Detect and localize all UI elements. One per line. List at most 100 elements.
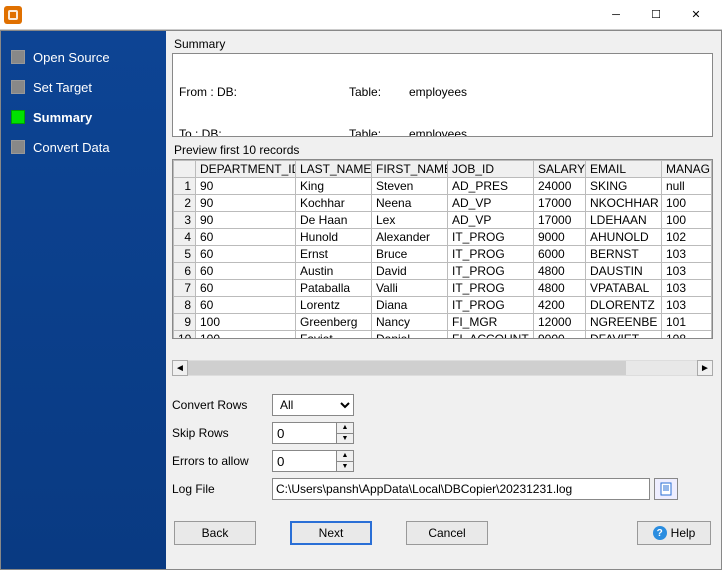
cell: BERNST [586,246,662,263]
step-label: Set Target [33,80,92,95]
cell: 100 [196,314,296,331]
content-pane: Summary From : DB: Table: employees To :… [166,31,721,569]
cell: David [372,263,448,280]
skip-rows-stepper[interactable]: ▲▼ [272,422,354,444]
cell: 100 [662,212,712,229]
table-row[interactable]: 190KingStevenAD_PRES24000SKINGnull [174,178,712,195]
cell: 101 [662,314,712,331]
cell: AD_VP [448,195,534,212]
column-header[interactable]: SALARY [534,161,586,178]
cell: VPATABAL [586,280,662,297]
log-file-input[interactable] [272,478,650,500]
row-number: 7 [174,280,196,297]
horizontal-scrollbar[interactable]: ◄ ► [172,359,713,377]
cell: 9000 [534,331,586,340]
back-button[interactable]: Back [174,521,256,545]
cell: NKOCHHAR [586,195,662,212]
app-icon [4,6,22,24]
table-row[interactable]: 760PataballaValliIT_PROG4800VPATABAL103 [174,280,712,297]
title-bar: ─ ☐ ✕ [0,0,722,30]
spin-down-icon[interactable]: ▼ [336,433,354,445]
cell: AD_PRES [448,178,534,195]
step-box-icon [11,110,25,124]
cell: 60 [196,246,296,263]
column-header[interactable]: JOB_ID [448,161,534,178]
scroll-right-icon[interactable]: ► [697,360,713,376]
main-area: Open Source Set Target SummaryConvert Data… [0,30,722,570]
spin-down-icon[interactable]: ▼ [336,461,354,473]
step-box-icon [11,50,25,64]
scroll-left-icon[interactable]: ◄ [172,360,188,376]
rownum-header [174,161,196,178]
column-header[interactable]: MANAG [662,161,712,178]
cell: null [662,178,712,195]
cell: LDEHAAN [586,212,662,229]
sidebar-step-1[interactable]: Set Target [11,73,166,101]
preview-table-wrap: DEPARTMENT_IDLAST_NAMEFIRST_NAMEJOB_IDSA… [172,159,713,339]
table-row[interactable]: 860LorentzDianaIT_PROG4200DLORENTZ103 [174,297,712,314]
maximize-button[interactable]: ☐ [636,2,676,28]
log-file-label: Log File [172,482,272,496]
row-number: 5 [174,246,196,263]
cell: Kochhar [296,195,372,212]
cell: Austin [296,263,372,280]
errors-stepper[interactable]: ▲▼ [272,450,354,472]
sidebar-step-0[interactable]: Open Source [11,43,166,71]
document-icon [659,482,673,496]
table-row[interactable]: 9100GreenbergNancyFI_MGR12000NGREENBE101 [174,314,712,331]
cell: IT_PROG [448,246,534,263]
cell: Pataballa [296,280,372,297]
summary-from-label: From : DB: [179,85,349,99]
sidebar-step-3[interactable]: Convert Data [11,133,166,161]
table-row[interactable]: 290KochharNeenaAD_VP17000NKOCHHAR100 [174,195,712,212]
cancel-button[interactable]: Cancel [406,521,488,545]
column-header[interactable]: EMAIL [586,161,662,178]
skip-rows-input[interactable] [272,422,336,444]
cell: 103 [662,280,712,297]
step-box-icon [11,140,25,154]
sidebar-step-2[interactable]: Summary [11,103,166,131]
table-row[interactable]: 560ErnstBruceIT_PROG6000BERNST103 [174,246,712,263]
cell: Lex [372,212,448,229]
summary-box: From : DB: Table: employees To : DB: Tab… [172,53,713,137]
errors-input[interactable] [272,450,336,472]
cell: DFAVIET [586,331,662,340]
next-button[interactable]: Next [290,521,372,545]
table-row[interactable]: 460HunoldAlexanderIT_PROG9000AHUNOLD102 [174,229,712,246]
cell: 102 [662,229,712,246]
cell: Steven [372,178,448,195]
spin-up-icon[interactable]: ▲ [336,450,354,461]
summary-table-word-1: Table: [349,85,409,99]
spin-up-icon[interactable]: ▲ [336,422,354,433]
preview-heading: Preview first 10 records [172,141,713,159]
help-icon: ? [653,526,667,540]
column-header[interactable]: LAST_NAME [296,161,372,178]
table-row[interactable]: 10100FavietDanielFI_ACCOUNT9000DFAVIET10… [174,331,712,340]
cell: 24000 [534,178,586,195]
scroll-track[interactable] [188,360,697,376]
window-controls: ─ ☐ ✕ [596,2,716,28]
scroll-thumb[interactable] [188,361,626,375]
table-row[interactable]: 660AustinDavidIT_PROG4800DAUSTIN103 [174,263,712,280]
help-button[interactable]: ? Help [637,521,711,545]
minimize-button[interactable]: ─ [596,2,636,28]
browse-log-button[interactable] [654,478,678,500]
row-number: 6 [174,263,196,280]
row-number: 3 [174,212,196,229]
column-header[interactable]: FIRST_NAME [372,161,448,178]
cell: Faviet [296,331,372,340]
cell: Alexander [372,229,448,246]
cell: SKING [586,178,662,195]
row-number: 1 [174,178,196,195]
preview-table: DEPARTMENT_IDLAST_NAMEFIRST_NAMEJOB_IDSA… [173,160,712,339]
convert-rows-select[interactable]: All [272,394,354,416]
table-row[interactable]: 390De HaanLexAD_VP17000LDEHAAN100 [174,212,712,229]
row-number: 4 [174,229,196,246]
cell: DAUSTIN [586,263,662,280]
cell: 4200 [534,297,586,314]
cell: AHUNOLD [586,229,662,246]
summary-table-word-2: Table: [349,127,409,137]
close-button[interactable]: ✕ [676,2,716,28]
column-header[interactable]: DEPARTMENT_ID [196,161,296,178]
skip-rows-label: Skip Rows [172,426,272,440]
